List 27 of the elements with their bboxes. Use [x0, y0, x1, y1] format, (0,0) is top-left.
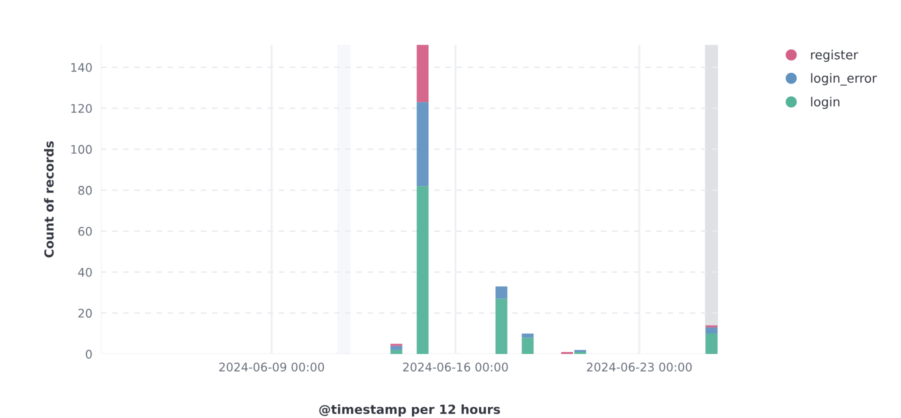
x-tick-label: 2024-06-23 00:00: [586, 362, 692, 372]
bar: [706, 327, 718, 334]
bar: [496, 298, 508, 354]
y-tick-label: 20: [78, 308, 92, 318]
x-axis-title: @timestamp per 12 hours: [319, 404, 500, 416]
bar: [522, 338, 534, 354]
bar: [390, 350, 402, 354]
bar: [390, 346, 402, 350]
y-tick-label: 140: [71, 62, 92, 72]
bar: [522, 334, 534, 338]
bar: [416, 44, 429, 102]
bar: [416, 186, 429, 354]
x-tick-label: 2024-06-09 00:00: [219, 362, 324, 372]
y-tick-label: 40: [78, 268, 92, 277]
legend-label: login: [811, 96, 840, 109]
bar: [416, 102, 429, 186]
y-tick-label: 120: [71, 104, 92, 113]
y-tick-label: 0: [86, 350, 92, 359]
y-tick-label: 80: [78, 186, 92, 195]
x-tick-label: 2024-06-16 00:00: [403, 362, 508, 372]
y-tick-label: 60: [78, 226, 92, 236]
bar: [706, 334, 718, 354]
y-axis-title: Count of records: [44, 141, 54, 258]
legend-label: login_error: [811, 73, 877, 86]
y-tick-label: 100: [71, 144, 92, 154]
legend-label: register: [811, 50, 858, 62]
bar: [496, 286, 508, 299]
